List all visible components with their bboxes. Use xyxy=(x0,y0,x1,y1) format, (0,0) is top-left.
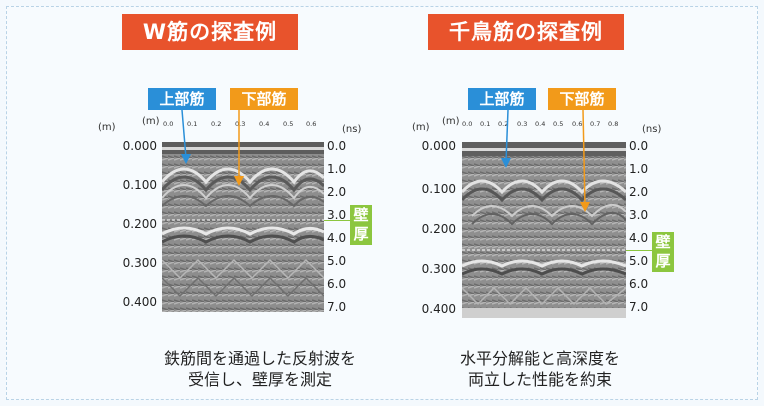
thickness-char: 厚 xyxy=(353,225,369,243)
ns-label: 4.0 xyxy=(629,231,649,245)
x-tick: 0.3 xyxy=(235,120,246,128)
ns-label: 1.0 xyxy=(327,162,347,176)
wall-thickness-leader xyxy=(324,220,350,221)
wall-thickness-tag: 壁 厚 xyxy=(350,205,372,245)
depth-label: 0.000 xyxy=(421,139,456,153)
ns-label: 6.0 xyxy=(629,277,649,291)
x-tick: 0.4 xyxy=(535,120,546,128)
x-tick: 0.2 xyxy=(211,120,222,128)
wall-char: 壁 xyxy=(655,233,671,251)
y-unit-label: (m) xyxy=(98,122,116,133)
y-unit-label: (m) xyxy=(412,122,430,133)
ns-label: 5.0 xyxy=(629,254,649,268)
ns-label: 0.0 xyxy=(327,139,347,153)
x-tick: 0.1 xyxy=(480,120,491,128)
x-unit-label: (m) xyxy=(142,116,160,127)
x-tick: 0.6 xyxy=(572,120,583,128)
depth-label: 0.200 xyxy=(122,217,157,231)
ns-label: 2.0 xyxy=(629,185,649,199)
caption-line: 受信し、壁厚を測定 xyxy=(187,370,332,389)
lower-rebar-tag: 下部筋 xyxy=(230,88,298,110)
depth-label: 0.000 xyxy=(122,139,157,153)
x-tick: 0.0 xyxy=(163,120,174,128)
x-tick: 0.6 xyxy=(306,120,317,128)
ns-label: 7.0 xyxy=(629,300,649,314)
radar-scan-graphic xyxy=(162,142,324,312)
depth-label: 0.100 xyxy=(421,182,456,196)
figure-frame xyxy=(6,6,758,400)
thickness-char: 厚 xyxy=(655,252,671,270)
x-tick: 0.2 xyxy=(498,120,509,128)
radar-scan-image xyxy=(162,142,324,312)
depth-label: 0.300 xyxy=(421,262,456,276)
ns-label: 6.0 xyxy=(327,277,347,291)
w-rebar-title: W筋の探査例 xyxy=(122,14,298,50)
lower-rebar-arrow xyxy=(580,110,590,212)
ns-label: 5.0 xyxy=(327,254,347,268)
wall-thickness-tag: 壁 厚 xyxy=(652,232,674,272)
caption-line: 両立した性能を約束 xyxy=(467,370,612,389)
caption-line: 鉄筋間を通過した反射波を xyxy=(163,349,356,368)
depth-label: 0.400 xyxy=(421,302,456,316)
upper-rebar-tag: 上部筋 xyxy=(468,88,536,110)
w-rebar-caption: 鉄筋間を通過した反射波を 受信し、壁厚を測定 xyxy=(140,348,380,390)
lower-rebar-tag: 下部筋 xyxy=(548,88,616,110)
x-tick: 0.5 xyxy=(553,120,564,128)
x-unit-label: (m) xyxy=(442,116,460,127)
x-tick: 0.4 xyxy=(259,120,270,128)
ns-unit-label: (ns) xyxy=(342,124,362,135)
upper-rebar-arrow xyxy=(181,110,191,164)
depth-label: 0.300 xyxy=(122,256,157,270)
staggered-rebar-example-panel: 千鳥筋の探査例 上部筋 下部筋 (m) (m) (ns) 0.0 0.1 0.2… xyxy=(372,0,732,406)
depth-label: 0.100 xyxy=(122,178,157,192)
wall-char: 壁 xyxy=(353,206,369,224)
staggered-rebar-caption: 水平分解能と高深度を 両立した性能を約束 xyxy=(420,348,660,390)
ns-label: 4.0 xyxy=(327,231,347,245)
ns-unit-label: (ns) xyxy=(642,124,662,135)
x-tick: 0.0 xyxy=(462,120,473,128)
depth-label: 0.200 xyxy=(421,222,456,236)
staggered-rebar-title: 千鳥筋の探査例 xyxy=(428,14,624,50)
x-tick: 0.5 xyxy=(283,120,294,128)
caption-line: 水平分解能と高深度を xyxy=(459,349,620,368)
ns-label: 0.0 xyxy=(629,139,649,153)
upper-rebar-tag: 上部筋 xyxy=(148,88,216,110)
wall-thickness-leader xyxy=(626,250,652,251)
x-tick: 0.3 xyxy=(517,120,528,128)
w-rebar-example-panel: W筋の探査例 上部筋 下部筋 (m) (m) (ns) 0.0 0.1 0.2 … xyxy=(0,0,372,406)
ns-label: 3.0 xyxy=(327,208,347,222)
ns-label: 7.0 xyxy=(327,300,347,314)
ns-label: 2.0 xyxy=(327,185,347,199)
x-tick: 0.8 xyxy=(608,120,619,128)
radar-scan-image xyxy=(462,142,626,318)
ns-label: 1.0 xyxy=(629,162,649,176)
x-tick: 0.1 xyxy=(187,120,198,128)
depth-label: 0.400 xyxy=(122,295,157,309)
radar-scan-graphic xyxy=(462,142,626,318)
ns-label: 3.0 xyxy=(629,208,649,222)
x-tick: 0.7 xyxy=(590,120,601,128)
upper-rebar-arrow xyxy=(501,110,511,168)
lower-rebar-arrow xyxy=(234,110,244,186)
